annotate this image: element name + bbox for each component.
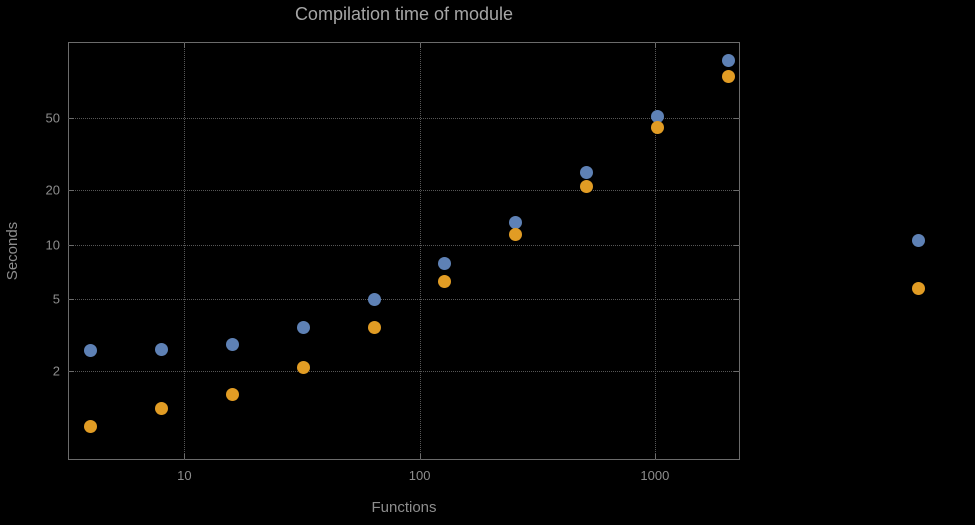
data-point-blue <box>367 292 381 306</box>
x-gridline <box>654 42 656 460</box>
data-point-blue <box>650 109 664 123</box>
y-tick-label: 10 <box>45 237 60 253</box>
x-tick-mark <box>419 454 421 459</box>
y-tick-mark <box>69 299 74 301</box>
data-point-orange <box>580 179 593 193</box>
data-point-blue <box>155 342 169 356</box>
y-tick-mark <box>69 244 74 246</box>
data-point-blue <box>296 320 310 334</box>
y-gridline <box>68 190 740 192</box>
y-tick-label: 20 <box>45 182 60 198</box>
data-point-blue <box>509 216 523 230</box>
data-point-blue <box>225 338 239 352</box>
y-tick-mark-right <box>734 117 739 119</box>
x-tick-label: 1000 <box>640 468 670 483</box>
x-tick-mark <box>654 454 656 459</box>
legend-marker-blue <box>912 234 925 247</box>
data-point-orange <box>84 419 98 433</box>
y-tick-label: 50 <box>45 110 60 126</box>
data-point-orange <box>225 387 239 401</box>
legend-marker-orange <box>912 282 925 295</box>
y-gridline <box>68 371 740 373</box>
x-tick-mark-top <box>654 43 656 48</box>
y-tick-mark <box>69 190 74 192</box>
data-point-orange <box>509 227 523 241</box>
legend <box>912 234 925 295</box>
y-tick-label: 5 <box>52 291 60 307</box>
y-tick-label: 2 <box>52 363 60 379</box>
y-gridline <box>68 299 740 301</box>
y-axis-label: Seconds <box>4 221 21 281</box>
y-gridline <box>68 244 740 246</box>
x-gridline <box>419 42 421 460</box>
x-tick-label: 100 <box>408 468 431 483</box>
data-point-blue <box>580 165 593 179</box>
data-point-blue <box>84 344 98 358</box>
x-axis-label: Functions <box>371 499 437 516</box>
plot-frame <box>68 42 740 460</box>
x-tick-mark-top <box>419 43 421 48</box>
data-point-orange <box>296 361 310 375</box>
x-tick-label: 10 <box>177 468 192 483</box>
data-point-orange <box>721 69 735 83</box>
y-tick-mark-right <box>734 299 739 301</box>
y-tick-mark <box>69 371 74 373</box>
data-point-orange <box>650 121 664 135</box>
x-tick-mark-top <box>184 43 186 48</box>
y-tick-mark-right <box>734 244 739 246</box>
y-tick-mark-right <box>734 190 739 192</box>
x-tick-mark <box>184 454 186 459</box>
y-gridline <box>68 117 740 119</box>
data-point-orange <box>155 401 169 415</box>
data-point-orange <box>438 274 452 288</box>
data-point-orange <box>367 320 381 334</box>
x-gridline <box>184 42 186 460</box>
chart-title: Compilation time of module <box>294 4 514 24</box>
data-point-blue <box>438 256 452 270</box>
y-tick-mark-right <box>734 371 739 373</box>
data-point-blue <box>721 54 735 68</box>
y-tick-mark <box>69 117 74 119</box>
